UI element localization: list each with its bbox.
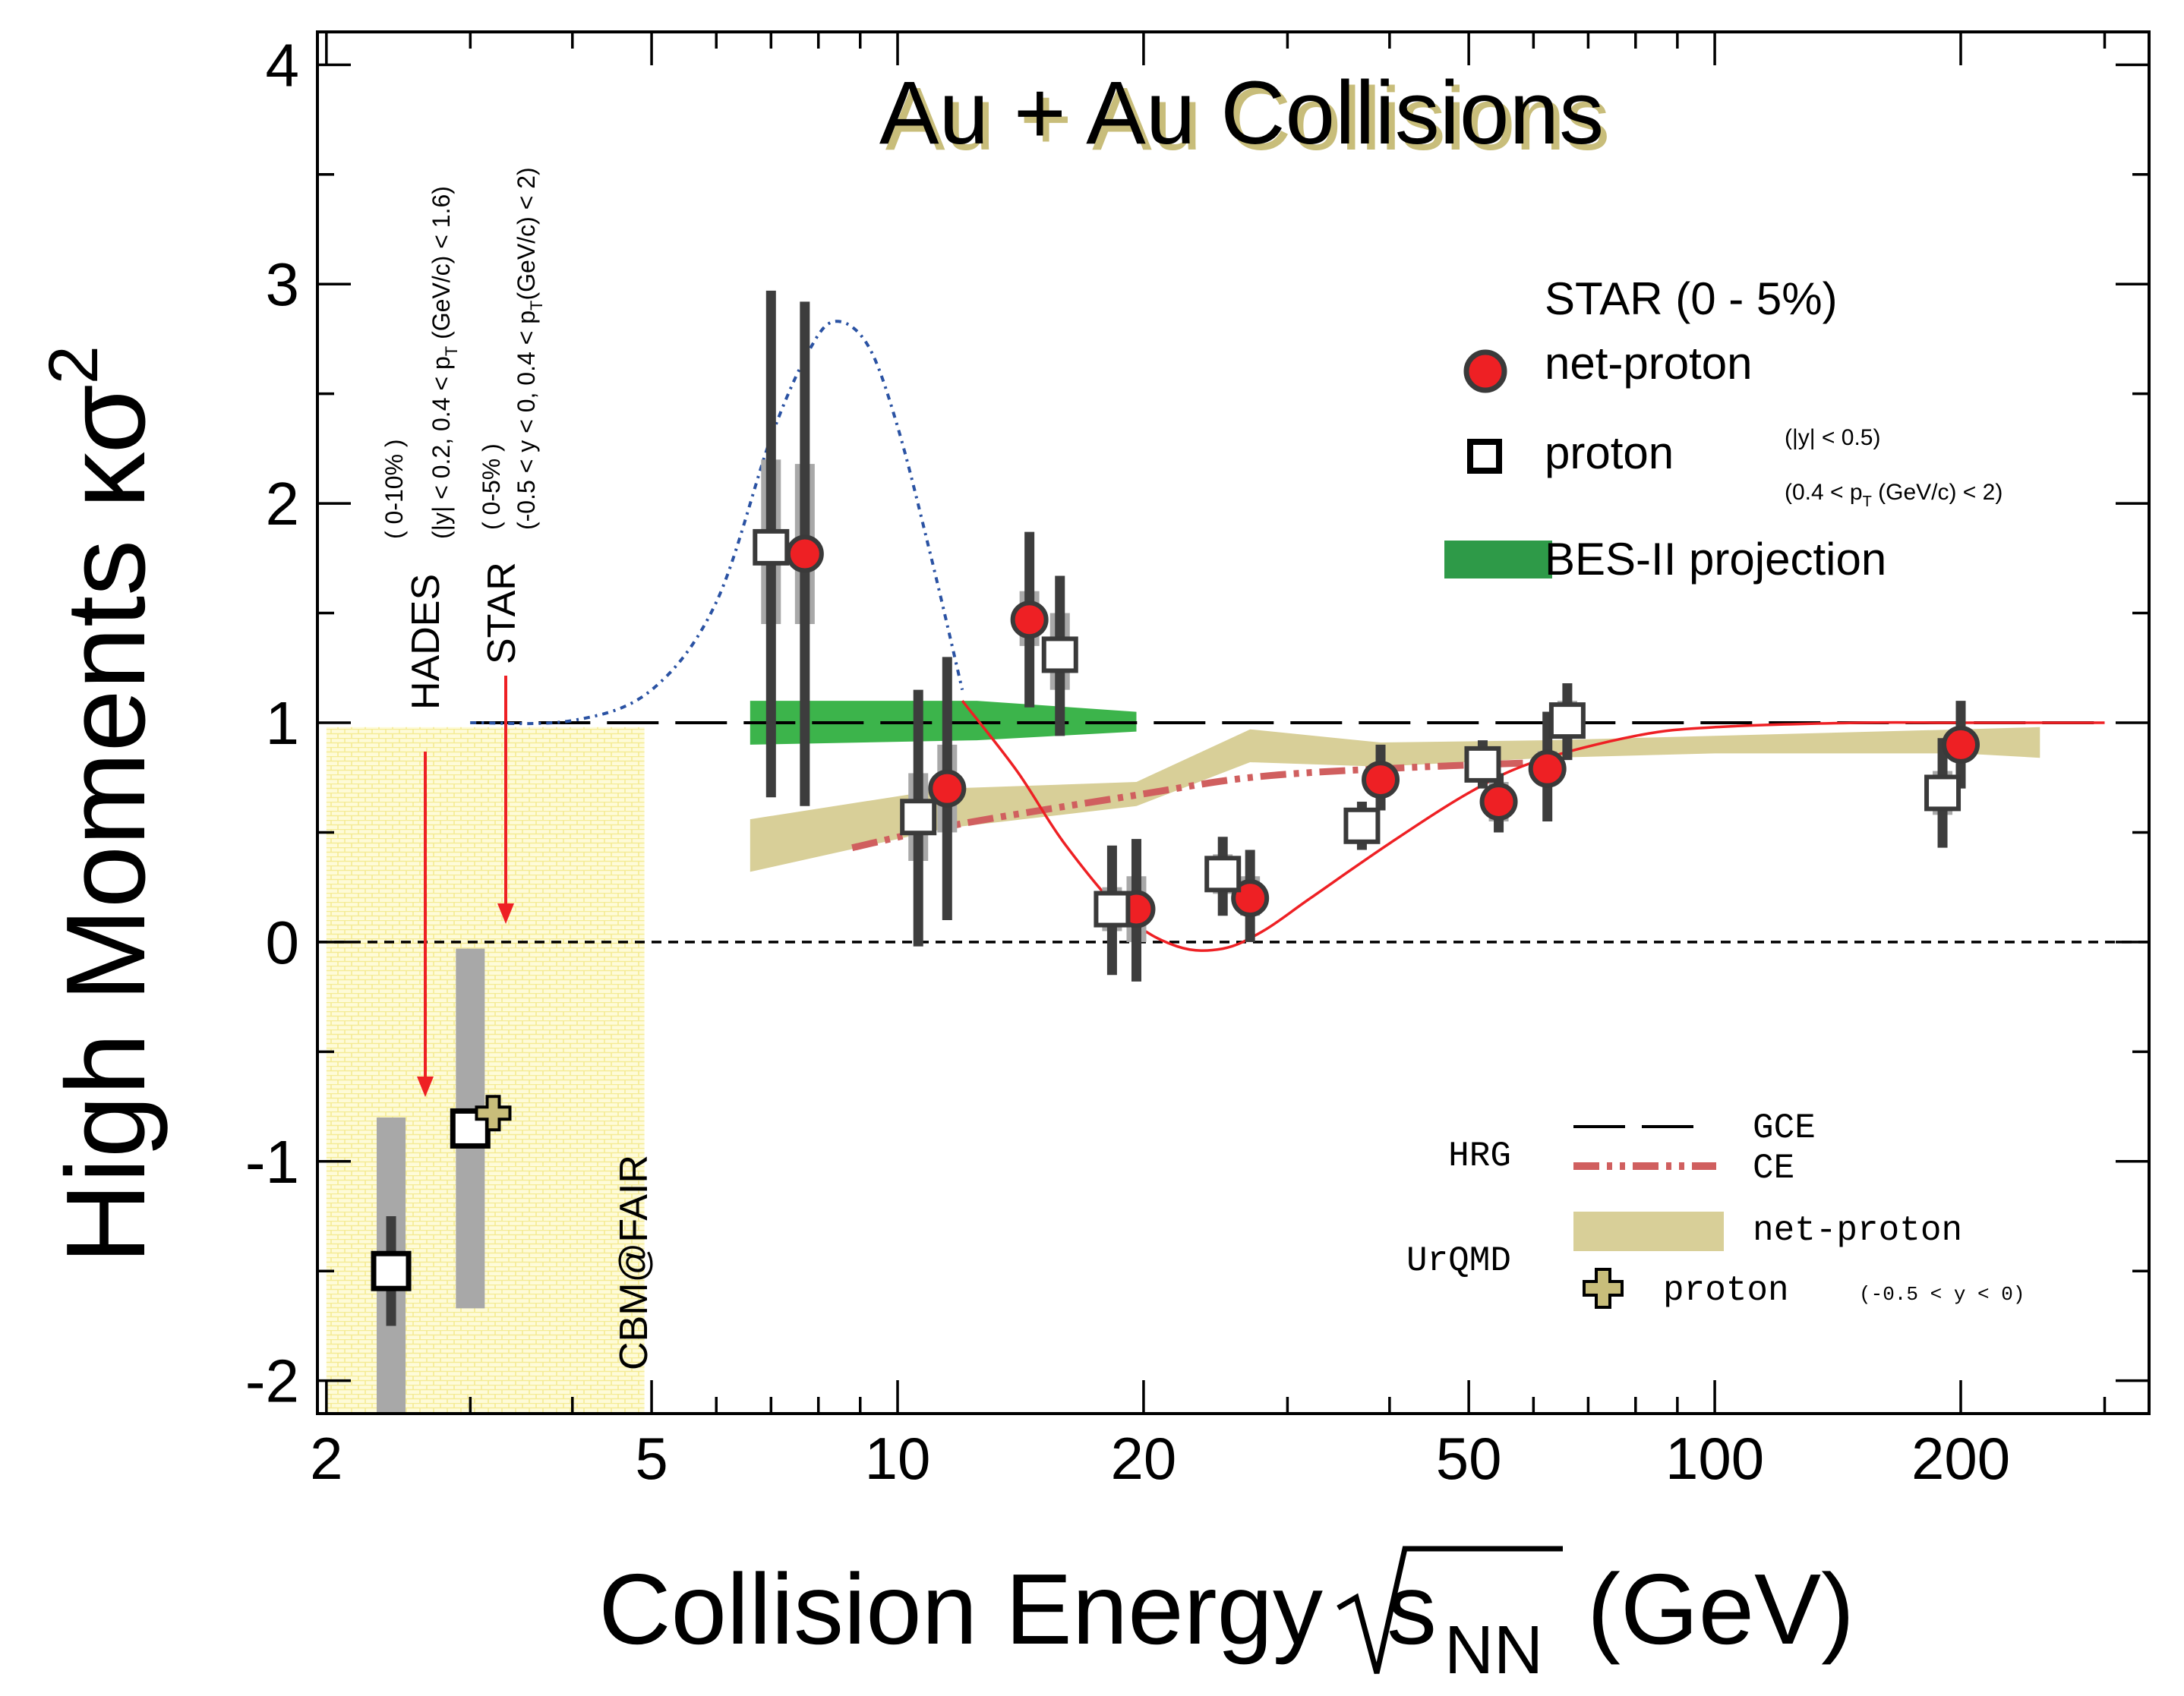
x-tick-label: 5 xyxy=(635,1425,668,1492)
net-proton-point xyxy=(1942,725,1980,764)
legend-proton-label: proton xyxy=(1545,427,1674,478)
legend-ce-label: CE xyxy=(1753,1149,1794,1188)
y-tick-label: 2 xyxy=(266,470,300,537)
legend-gce-label: GCE xyxy=(1753,1108,1816,1148)
star-arrow-head xyxy=(497,903,514,924)
x-axis-label-main: Collision Energy xyxy=(598,1553,1323,1665)
legend-cut-pt: (0.4 < pT (GeV/c) < 2) xyxy=(1785,480,2003,510)
legend-header: STAR (0 - 5%) xyxy=(1545,273,1838,324)
hades-name: HADES xyxy=(404,574,448,710)
chart-title-shadow: Au + Au Collisions xyxy=(885,69,1610,169)
hades-cuts-start: (|y| < 0.2, 0.4 < p xyxy=(428,356,455,539)
x-tick-label: 2 xyxy=(310,1425,342,1492)
legend-models: HRG GCE CE UrQMD net-proton proton (-0.5… xyxy=(1406,1108,2025,1310)
hades-cuts: (|y| < 0.2, 0.4 < pT (GeV/c) < 1.6) xyxy=(428,186,461,539)
star-centrality: ( 0-5% ) xyxy=(478,443,505,530)
y-axis-label-sup: 2 xyxy=(35,345,112,384)
axis-layer: 2 5 10 20 50 100 200 -2 -1 0 1 2 3 4 xyxy=(245,30,2151,1492)
star-annotation: STAR ( 0-5% ) (-0.5 < y < 0, 0.4 < pT(Ge… xyxy=(478,167,546,664)
y-axis-label: High Moments κσ2 xyxy=(35,345,169,1264)
x-axis-label-sub: NN xyxy=(1444,1612,1543,1688)
y-tick-label: -1 xyxy=(245,1128,299,1196)
proton-point xyxy=(1041,636,1078,673)
legend-bes2-swatch xyxy=(1444,541,1552,578)
chart-title: Au + Au Collisions Au + Au Collisions xyxy=(879,63,1610,169)
proton-point xyxy=(753,528,790,566)
legend-urqmd-netp-label: net-proton xyxy=(1753,1211,1962,1250)
y-tick-label: 3 xyxy=(266,251,300,318)
legend-bes2-label: BES-II projection xyxy=(1545,534,1886,585)
net-proton-point xyxy=(785,534,824,573)
line-2 xyxy=(470,320,964,726)
y-tick-label: 1 xyxy=(266,689,300,757)
legend-urqmd-label: UrQMD xyxy=(1406,1241,1511,1281)
annotation-arrows xyxy=(417,676,514,1097)
net-proton-point xyxy=(1010,601,1049,639)
proton-point xyxy=(1464,746,1501,783)
cbm-region xyxy=(326,727,645,1414)
hades-cuts-end: (GeV/c) < 1.6) xyxy=(428,186,455,346)
proton-point xyxy=(1204,856,1242,893)
star-cuts-end: (GeV/c) < 2) xyxy=(513,167,540,300)
net-proton-point xyxy=(1479,783,1518,821)
hades-cuts-sub: T xyxy=(442,346,461,356)
cbm-region-layer xyxy=(326,727,645,1414)
star-name: STAR xyxy=(480,562,524,664)
line-3 xyxy=(961,700,2105,952)
proton-point xyxy=(1094,891,1131,928)
x-tick-label: 200 xyxy=(1911,1425,2010,1492)
star-cuts-sub: T xyxy=(527,300,546,310)
legend-hrg-label: HRG xyxy=(1448,1136,1511,1176)
x-axis-label-s: s xyxy=(1387,1553,1437,1665)
proton-point xyxy=(1924,774,1961,812)
x-axis-label-unit: (GeV) xyxy=(1587,1553,1854,1665)
legend-cut-pt-sub: T xyxy=(1863,493,1872,510)
legend-cut-pt-end: (GeV/c) < 2) xyxy=(1872,480,2003,505)
x-tick-label: 50 xyxy=(1436,1425,1502,1492)
chart-title-text: Au + Au Collisions xyxy=(879,63,1604,163)
net-proton-point xyxy=(1362,761,1400,799)
y-tick-label: 0 xyxy=(266,909,300,976)
proton-point xyxy=(1548,702,1586,739)
proton-point xyxy=(1343,807,1381,844)
net-proton-point xyxy=(1231,879,1270,918)
x-axis-label: Collision Energy s NN (GeV) xyxy=(598,1546,1854,1688)
legend-cut-pt-start: (0.4 < p xyxy=(1785,480,1863,505)
legend-urqmd-proton-cut: (-0.5 < y < 0) xyxy=(1859,1283,2025,1306)
x-tick-label: 10 xyxy=(865,1425,931,1492)
band-1 xyxy=(750,727,2040,872)
cbm-label: CBM@FAIR xyxy=(612,1155,656,1370)
star-cuts: (-0.5 < y < 0, 0.4 < pT(GeV/c) < 2) xyxy=(513,167,546,530)
legend-star: STAR (0 - 5%) net-proton proton (|y| < 0… xyxy=(1444,273,2003,585)
legend-proton-marker xyxy=(1467,439,1502,474)
proton-point xyxy=(900,799,937,836)
legend-urqmd-proton-label: proton xyxy=(1663,1271,1789,1310)
y-tick-label: 4 xyxy=(266,31,300,99)
y-axis-label-main: High Moments κσ xyxy=(43,384,169,1264)
legend-net-proton-marker xyxy=(1463,349,1507,393)
net-proton-point xyxy=(928,769,967,808)
legend-cut-y: (|y| < 0.5) xyxy=(1785,425,1880,450)
x-tick-label: 20 xyxy=(1111,1425,1177,1492)
urqmd-proton-point xyxy=(475,1095,512,1132)
x-tick-label: 100 xyxy=(1665,1425,1764,1492)
y-tick-label: -2 xyxy=(245,1348,299,1415)
hades-arrow-head xyxy=(417,1077,434,1097)
low-energy-proton-point xyxy=(371,1250,412,1291)
hades-annotation: HADES ( 0-10% ) (|y| < 0.2, 0.4 < pT (Ge… xyxy=(380,186,461,710)
net-proton-point xyxy=(1528,749,1567,788)
legend-urqmd-netp-swatch xyxy=(1573,1212,1724,1251)
legend-net-proton-label: net-proton xyxy=(1545,338,1753,389)
star-cuts-start: (-0.5 < y < 0, 0.4 < p xyxy=(513,311,540,530)
marker-layer xyxy=(371,528,1980,1291)
legend-urqmd-proton-marker xyxy=(1583,1268,1624,1309)
hades-centrality: ( 0-10% ) xyxy=(380,439,408,539)
sqrt-sign xyxy=(1337,1546,1563,1674)
